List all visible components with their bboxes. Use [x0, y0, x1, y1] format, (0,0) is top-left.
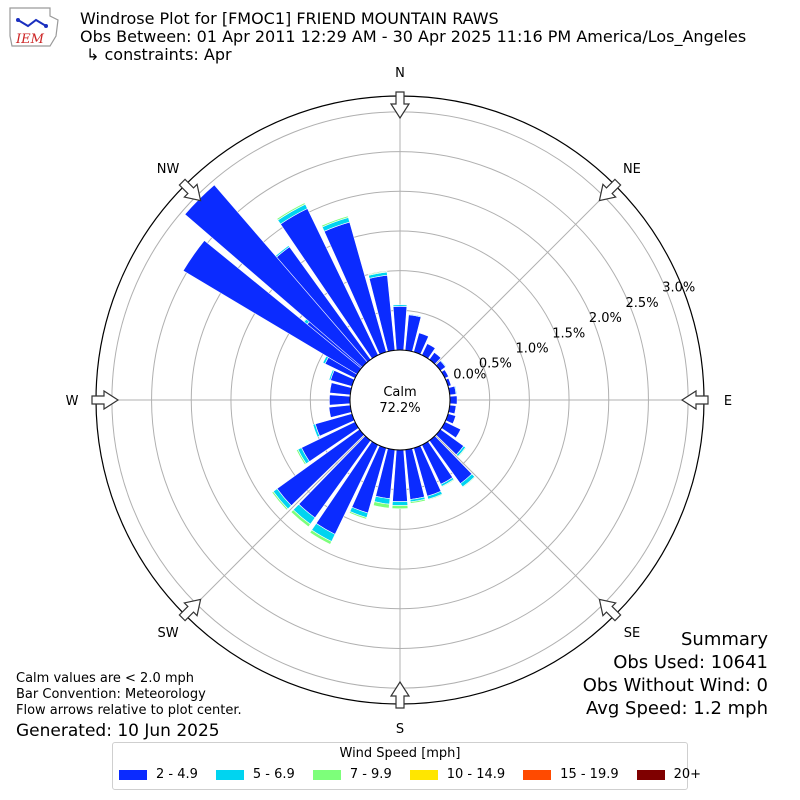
wind-bar	[329, 394, 351, 406]
legend-title: Wind Speed [mph]	[339, 746, 461, 761]
wind-bar	[290, 509, 311, 528]
wind-bar	[372, 501, 390, 509]
radial-tick-label: 1.5%	[552, 326, 585, 341]
flow-arrow-icon	[178, 178, 202, 202]
calm-label: Calm	[383, 385, 416, 400]
radial-tick-label: 2.0%	[589, 311, 622, 326]
wind-bar	[462, 476, 476, 488]
legend-item: 5 - 6.9	[215, 767, 295, 782]
iem-logo: IEM	[6, 6, 62, 50]
calm-value: 72.2%	[379, 401, 420, 416]
flow-arrow-icon	[178, 598, 202, 622]
radial-tick-label: 2.5%	[626, 296, 659, 311]
legend-swatch	[119, 769, 147, 780]
note-calm: Calm values are < 2.0 mph	[16, 671, 195, 686]
flow-arrow-icon	[91, 389, 120, 411]
radial-tick-label: 0.0%	[453, 367, 486, 382]
svg-text:IEM: IEM	[15, 32, 45, 47]
wind-bar	[276, 202, 306, 221]
wind-bar	[367, 270, 388, 276]
legend-swatch	[523, 769, 552, 780]
direction-label: N	[395, 66, 405, 81]
legend-label: 10 - 14.9	[446, 767, 506, 782]
note-flow: Flow arrows relative to plot center.	[16, 703, 242, 718]
radial-tick-label: 1.0%	[516, 341, 549, 356]
legend: Wind Speed [mph] 2 - 4.9 5 - 6.9 7 - 9.9 10…	[112, 742, 701, 790]
notes-block: Calm values are < 2.0 mph Bar Convention…	[16, 671, 242, 742]
chart-title-block: Windrose Plot for [FMOC1] FRIEND MOUNTAI…	[80, 10, 746, 64]
grid-spoke	[184, 435, 365, 616]
calm-circle	[349, 349, 451, 451]
legend-item: 2 - 4.9	[119, 767, 198, 782]
legend-label: 7 - 9.9	[349, 767, 392, 782]
wind-bar	[408, 313, 422, 318]
grid-spoke	[435, 435, 616, 616]
wind-bar	[410, 498, 426, 504]
wind-bar	[271, 491, 289, 511]
flow-arrow-icon	[680, 389, 709, 411]
summary-obs-without-wind: Obs Without Wind: 0	[582, 675, 768, 696]
direction-label: E	[724, 394, 732, 409]
wind-bar	[328, 369, 335, 381]
constraints-text: ↳ constraints: Apr	[86, 45, 232, 64]
wind-bar	[441, 479, 455, 488]
radial-tick-label: 3.0%	[662, 281, 695, 296]
legend-swatch	[312, 769, 341, 780]
legend-item: 7 - 9.9	[312, 767, 392, 782]
wind-bar	[391, 500, 409, 506]
direction-label: S	[396, 722, 404, 737]
legend-label: 2 - 4.9	[156, 767, 198, 782]
direction-label: NE	[623, 162, 641, 177]
wind-bar	[457, 446, 467, 458]
legend-item: 20+	[636, 767, 702, 782]
legend-swatch	[409, 769, 438, 780]
legend-label: 20+	[673, 767, 702, 782]
wind-bar	[391, 504, 409, 510]
wind-bar	[454, 385, 458, 395]
wind-bar	[348, 511, 368, 520]
summary-obs-used: Obs Used: 10641	[613, 652, 768, 673]
wind-bar	[439, 359, 447, 368]
flow-arrow-icon	[598, 598, 622, 622]
direction-label: W	[66, 394, 79, 409]
legend-swatch	[215, 769, 244, 780]
obs-range: Obs Between: 01 Apr 2011 12:29 AM - 30 A…	[80, 27, 747, 46]
legend-items: 2 - 4.9 5 - 6.9 7 - 9.9 10 - 14.9 15 - 19.9 2…	[113, 767, 701, 782]
wind-bar	[321, 215, 349, 228]
wind-bar	[295, 448, 307, 466]
flow-arrow-icon	[389, 680, 411, 709]
direction-label: SE	[624, 626, 640, 641]
wind-bar	[309, 529, 333, 545]
wind-bar	[427, 493, 444, 501]
legend-item: 15 - 19.9	[523, 767, 619, 782]
summary-heading: Summary	[681, 629, 768, 650]
wind-bar	[449, 395, 458, 405]
direction-label: SW	[158, 626, 179, 641]
legend-label: 5 - 6.9	[252, 767, 295, 782]
legend-swatch	[636, 769, 665, 780]
wind-bar	[392, 449, 408, 502]
radial-tick-label: 0.5%	[479, 357, 512, 372]
wind-bar	[312, 423, 321, 438]
summary-avg-speed: Avg Speed: 1.2 mph	[586, 698, 768, 719]
chart-title: Windrose Plot for [FMOC1] FRIEND MOUNTAI…	[80, 9, 499, 28]
legend-item: 10 - 14.9	[409, 767, 506, 782]
flow-arrow-icon	[389, 91, 411, 120]
flow-arrow-icon	[598, 178, 622, 202]
legend-label: 15 - 19.9	[560, 767, 619, 782]
note-generated: Generated: 10 Jun 2025	[16, 721, 220, 741]
direction-label: NW	[157, 162, 180, 177]
wind-bar	[392, 304, 408, 307]
grid-spoke	[435, 184, 616, 365]
wind-bar	[392, 306, 408, 351]
note-convention: Bar Convention: Meteorology	[16, 687, 206, 702]
summary-block: Summary Obs Used: 10641 Obs Without Wind…	[583, 628, 768, 720]
